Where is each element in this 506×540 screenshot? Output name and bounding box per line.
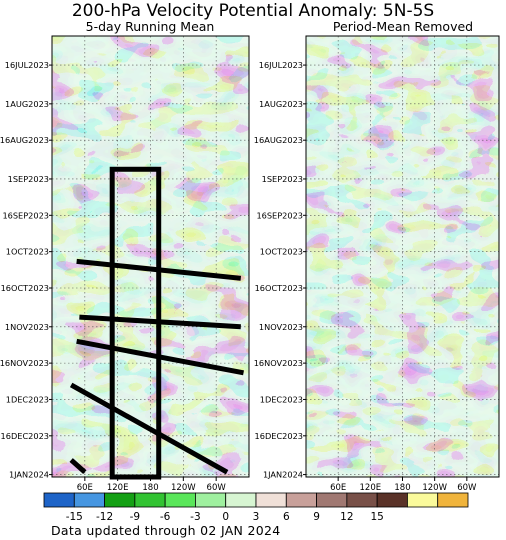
y-tick-label: 1JAN2024: [263, 470, 303, 480]
right-panel-subtitle: Period-Mean Removed: [333, 19, 473, 34]
colorbar-tick-label: 0: [222, 511, 229, 523]
left-gridlines: [52, 36, 249, 477]
right-axis-ticks: 60E 120E 180 120W 60W 16JUL2023 1AUG2023 16AUG2…: [254, 60, 477, 493]
y-tick-label: 1SEP2023: [8, 174, 49, 184]
footer-updated: Data updated through 02 JAN 2024: [51, 523, 281, 538]
y-tick-label: 1AUG2023: [259, 99, 303, 109]
y-tick-label: 1SEP2023: [262, 174, 303, 184]
colorbar-swatch: [73, 492, 105, 508]
y-tick-label: 1AUG2023: [5, 99, 49, 109]
colorbar-swatch: [255, 492, 287, 508]
annotation-line: [69, 458, 87, 475]
colorbar-tick-label: 9: [313, 511, 320, 523]
y-tick-label: 1NOV2023: [259, 322, 303, 332]
colorbar: -15 -12 -9 -6 -3 0 3 6 9 12 15: [43, 492, 469, 523]
colorbar-tick-label: -6: [160, 511, 171, 523]
colorbar-tick-label: 6: [283, 511, 290, 523]
y-tick-label: 1OCT2023: [260, 247, 303, 257]
colorbar-swatch: [376, 492, 408, 508]
colorbar-tick-label: -15: [66, 511, 83, 523]
y-tick-label: 16AUG2023: [0, 135, 49, 145]
y-tick-label: 16AUG2023: [254, 135, 303, 145]
y-tick-label: 16NOV2023: [0, 358, 49, 368]
left-axis-ticks: 60E 120E 180 120W 60W 16JUL2023 1AUG2023 16AUG2…: [0, 60, 226, 493]
annotation-line: [76, 338, 244, 376]
left-panel-subtitle: 5-day Running Mean: [86, 19, 215, 34]
y-tick-label: 1OCT2023: [6, 247, 49, 257]
left-panel: 60E 120E 180 120W 60W 16JUL2023 1AUG2023 16AUG2…: [0, 35, 250, 493]
right-gridlines: [306, 36, 499, 477]
x-tick-label: 60E: [77, 483, 93, 493]
x-tick-label: 180: [142, 483, 158, 493]
y-tick-label: 16JUL2023: [5, 60, 49, 70]
y-tick-label: 16OCT2023: [1, 283, 49, 293]
y-tick-label: 1NOV2023: [5, 322, 49, 332]
right-panel: 60E 120E 180 120W 60W 16JUL2023 1AUG2023 16AUG2…: [254, 35, 500, 493]
y-tick-label: 16NOV2023: [254, 358, 303, 368]
y-tick-label: 1JAN2024: [9, 470, 49, 480]
colorbar-swatch: [346, 492, 378, 508]
x-tick-label: 120E: [107, 483, 129, 493]
colorbar-swatch: [285, 492, 317, 508]
colorbar-tick-label: 15: [370, 511, 383, 523]
chart-title: 200-hPa Velocity Potential Anomaly: 5N-5…: [72, 1, 434, 21]
x-tick-label: 60E: [330, 483, 346, 493]
colorbar-swatch: [43, 492, 75, 508]
y-tick-label: 16JUL2023: [259, 60, 303, 70]
y-tick-label: 1DEC2023: [6, 394, 49, 404]
x-tick-label: 60W: [207, 483, 227, 493]
colorbar-swatch: [164, 492, 196, 508]
annotation-line: [79, 314, 241, 330]
colorbar-swatch: [134, 492, 166, 508]
y-tick-label: 16SEP2023: [256, 210, 303, 220]
x-tick-label: 120W: [171, 483, 196, 493]
colorbar-swatch: [437, 492, 469, 508]
colorbar-swatch: [407, 492, 439, 508]
x-tick-label: 120E: [360, 483, 382, 493]
y-tick-label: 1DEC2023: [260, 394, 303, 404]
annotation-line: [69, 382, 229, 475]
y-tick-label: 16OCT2023: [255, 283, 303, 293]
annotation-line: [76, 258, 242, 281]
x-tick-label: 180: [394, 483, 410, 493]
colorbar-swatch: [316, 492, 348, 508]
colorbar-tick-label: 3: [253, 511, 260, 523]
colorbar-tick-label: -12: [96, 511, 113, 523]
colorbar-tick-label: -9: [130, 511, 140, 523]
colorbar-swatch: [104, 492, 136, 508]
y-tick-label: 16DEC2023: [1, 431, 49, 441]
annotations: [69, 166, 244, 480]
colorbar-tick-label: -3: [190, 511, 200, 523]
colorbar-tick-label: 12: [340, 511, 353, 523]
colorbar-swatch: [195, 492, 227, 508]
y-tick-label: 16DEC2023: [255, 431, 303, 441]
x-tick-label: 120W: [422, 483, 447, 493]
x-tick-label: 60W: [457, 483, 477, 493]
y-tick-label: 16SEP2023: [2, 210, 49, 220]
colorbar-swatch: [225, 492, 257, 508]
